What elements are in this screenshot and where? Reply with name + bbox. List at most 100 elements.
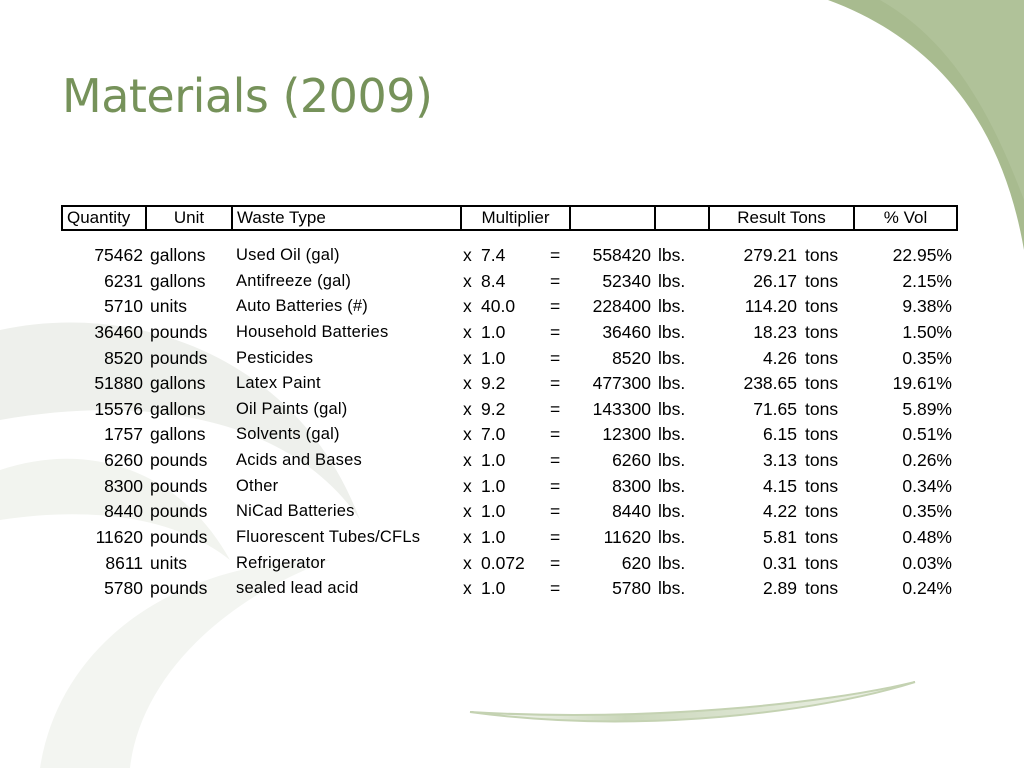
cell-tons: 4.15 bbox=[762, 475, 797, 496]
cell-multiplier: 9.2 bbox=[481, 373, 506, 394]
cell-pct-vol: 0.35% bbox=[902, 347, 952, 368]
cell-pct-vol: 0.24% bbox=[902, 578, 952, 599]
cell-multiplier: 1.0 bbox=[481, 450, 506, 471]
cell-multiplier: 1.0 bbox=[481, 527, 506, 548]
cell-waste-type: Household Batteries bbox=[236, 322, 389, 341]
table-row: 75462 gallons Used Oil (gal) x 7.4 = 558… bbox=[61, 243, 961, 269]
cell-tons: 4.26 bbox=[762, 347, 797, 368]
cell-unit: pounds bbox=[150, 450, 208, 471]
cell-multiplier: 9.2 bbox=[481, 398, 506, 419]
cell-equals: = bbox=[550, 527, 561, 548]
header-unit: Unit bbox=[145, 205, 233, 231]
cell-unit: gallons bbox=[150, 424, 206, 445]
cell-unit: units bbox=[150, 296, 187, 317]
cell-pct-vol: 1.50% bbox=[902, 321, 952, 342]
cell-unit: pounds bbox=[150, 527, 208, 548]
cell-pounds-unit: lbs. bbox=[658, 501, 686, 522]
cell-tons-unit: tons bbox=[805, 501, 839, 522]
cell-pounds: 11620 bbox=[603, 527, 651, 548]
table-row: 36460 pounds Household Batteries x 1.0 =… bbox=[61, 320, 961, 346]
table-row: 8611 units Refrigerator x 0.072 = 620 lb… bbox=[61, 551, 961, 577]
cell-tons: 5.81 bbox=[762, 527, 797, 548]
table-row: 8520 pounds Pesticides x 1.0 = 8520 lbs.… bbox=[61, 346, 961, 372]
cell-waste-type: Oil Paints (gal) bbox=[236, 399, 348, 418]
table-row: 5780 pounds sealed lead acid x 1.0 = 578… bbox=[61, 576, 961, 602]
cell-tons-unit: tons bbox=[805, 245, 839, 265]
cell-pounds-unit: lbs. bbox=[658, 424, 686, 445]
cell-times: x bbox=[463, 270, 472, 291]
slide-title: Materials (2009) bbox=[62, 69, 433, 123]
header-blank-2 bbox=[654, 205, 710, 231]
cell-tons: 6.15 bbox=[762, 424, 797, 445]
cell-pounds-unit: lbs. bbox=[658, 552, 686, 573]
cell-unit: gallons bbox=[150, 270, 206, 291]
cell-pounds-unit: lbs. bbox=[658, 296, 686, 317]
cell-waste-type: sealed lead acid bbox=[236, 579, 359, 598]
cell-multiplier: 0.072 bbox=[481, 552, 525, 573]
cell-tons-unit: tons bbox=[805, 296, 839, 317]
cell-quantity: 51880 bbox=[94, 373, 143, 394]
cell-tons-unit: tons bbox=[805, 347, 839, 368]
cell-waste-type: Acids and Bases bbox=[236, 451, 362, 470]
header-quantity: Quantity bbox=[61, 205, 147, 231]
cell-waste-type: Auto Batteries (#) bbox=[236, 297, 368, 316]
cell-quantity: 5780 bbox=[104, 578, 143, 599]
cell-tons-unit: tons bbox=[805, 450, 839, 471]
cell-times: x bbox=[463, 450, 472, 471]
cell-times: x bbox=[463, 527, 472, 548]
table-row: 6231 gallons Antifreeze (gal) x 8.4 = 52… bbox=[61, 269, 961, 295]
header-waste-type: Waste Type bbox=[231, 205, 462, 231]
cell-pounds: 8440 bbox=[612, 501, 651, 522]
cell-quantity: 8520 bbox=[104, 347, 143, 368]
cell-equals: = bbox=[550, 347, 561, 368]
cell-pct-vol: 2.15% bbox=[902, 270, 952, 291]
cell-quantity: 8440 bbox=[104, 501, 143, 522]
table-row: 8300 pounds Other x 1.0 = 8300 lbs. 4.15… bbox=[61, 474, 961, 500]
cell-pct-vol: 0.03% bbox=[902, 552, 952, 573]
cell-equals: = bbox=[550, 321, 561, 342]
cell-pounds-unit: lbs. bbox=[658, 450, 686, 471]
cell-pounds: 6260 bbox=[612, 450, 651, 471]
cell-pounds: 8520 bbox=[612, 347, 651, 368]
cell-multiplier: 1.0 bbox=[481, 347, 506, 368]
cell-multiplier: 1.0 bbox=[481, 578, 506, 599]
cell-tons: 71.65 bbox=[753, 398, 797, 419]
cell-waste-type: Latex Paint bbox=[236, 374, 321, 393]
cell-unit: pounds bbox=[150, 475, 208, 496]
cell-times: x bbox=[463, 245, 472, 265]
cell-times: x bbox=[463, 424, 472, 445]
cell-pct-vol: 5.89% bbox=[902, 398, 952, 419]
cell-tons: 0.31 bbox=[762, 552, 797, 573]
cell-tons: 2.89 bbox=[762, 578, 797, 599]
cell-equals: = bbox=[550, 270, 561, 291]
cell-pounds-unit: lbs. bbox=[658, 245, 686, 265]
cell-waste-type: Solvents (gal) bbox=[236, 425, 340, 444]
cell-times: x bbox=[463, 501, 472, 522]
cell-pounds-unit: lbs. bbox=[658, 398, 686, 419]
cell-pounds-unit: lbs. bbox=[658, 373, 686, 394]
cell-tons: 3.13 bbox=[762, 450, 797, 471]
cell-pounds: 36460 bbox=[602, 321, 651, 342]
cell-times: x bbox=[463, 578, 472, 599]
cell-quantity: 6260 bbox=[104, 450, 143, 471]
cell-times: x bbox=[463, 296, 472, 317]
cell-times: x bbox=[463, 398, 472, 419]
cell-pounds-unit: lbs. bbox=[658, 270, 686, 291]
cell-equals: = bbox=[550, 552, 561, 573]
cell-times: x bbox=[463, 552, 472, 573]
cell-pounds-unit: lbs. bbox=[658, 321, 686, 342]
cell-pct-vol: 0.51% bbox=[902, 424, 952, 445]
cell-pct-vol: 0.35% bbox=[902, 501, 952, 522]
cell-equals: = bbox=[550, 296, 561, 317]
cell-pct-vol: 0.34% bbox=[902, 475, 952, 496]
cell-tons: 26.17 bbox=[753, 270, 797, 291]
cell-tons: 114.20 bbox=[744, 296, 797, 317]
header-multiplier: Multiplier bbox=[460, 205, 571, 231]
cell-unit: pounds bbox=[150, 321, 208, 342]
cell-tons-unit: tons bbox=[805, 552, 839, 573]
header-pct-vol: % Vol bbox=[853, 205, 958, 231]
cell-pounds: 558420 bbox=[592, 245, 651, 265]
table-row: 6260 pounds Acids and Bases x 1.0 = 6260… bbox=[61, 448, 961, 474]
cell-tons: 18.23 bbox=[753, 321, 797, 342]
